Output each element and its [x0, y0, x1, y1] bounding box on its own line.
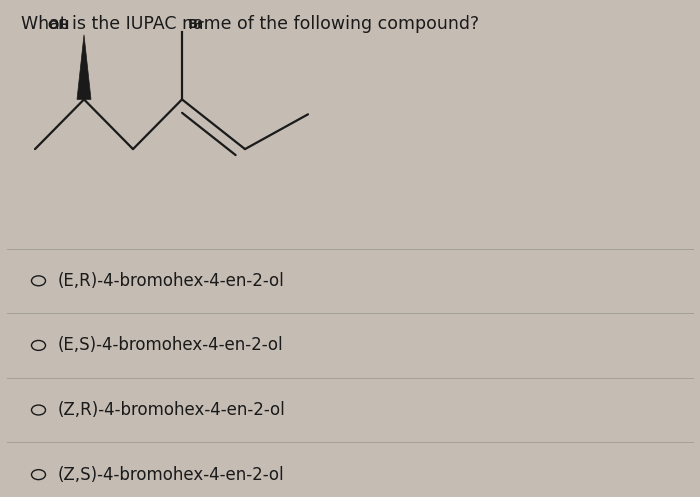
- Polygon shape: [77, 35, 91, 99]
- Text: Br: Br: [188, 18, 204, 31]
- Text: OH: OH: [48, 19, 70, 32]
- Text: (Z,R)-4-bromohex-4-en-2-ol: (Z,R)-4-bromohex-4-en-2-ol: [58, 401, 286, 419]
- Text: (Z,S)-4-bromohex-4-en-2-ol: (Z,S)-4-bromohex-4-en-2-ol: [58, 466, 285, 484]
- Text: What is the IUPAC name of the following compound?: What is the IUPAC name of the following …: [21, 15, 479, 33]
- Text: (E,R)-4-bromohex-4-en-2-ol: (E,R)-4-bromohex-4-en-2-ol: [58, 272, 285, 290]
- Text: (E,S)-4-bromohex-4-en-2-ol: (E,S)-4-bromohex-4-en-2-ol: [58, 336, 284, 354]
